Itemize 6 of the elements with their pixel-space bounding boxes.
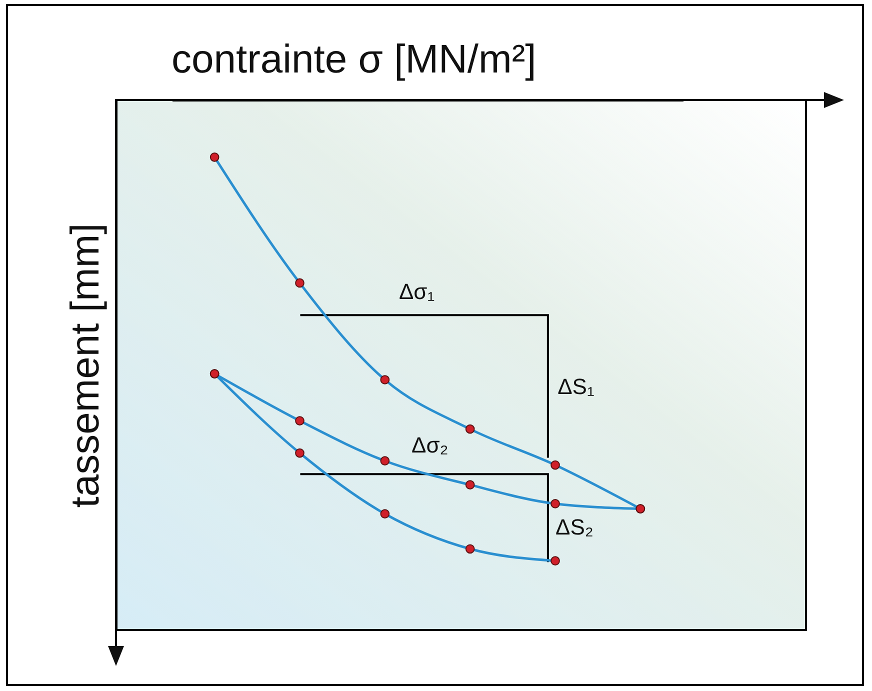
x-axis-title: contrainte σ [MN/m²] [172, 38, 536, 82]
annotation: ΔS₂ [556, 514, 594, 540]
annotation: Δσ₁ [398, 278, 435, 304]
y-axis-title: tassement [mm] [64, 223, 108, 508]
annotation: Δσ₂ [412, 432, 448, 458]
annotation: ΔS₁ [558, 374, 594, 400]
